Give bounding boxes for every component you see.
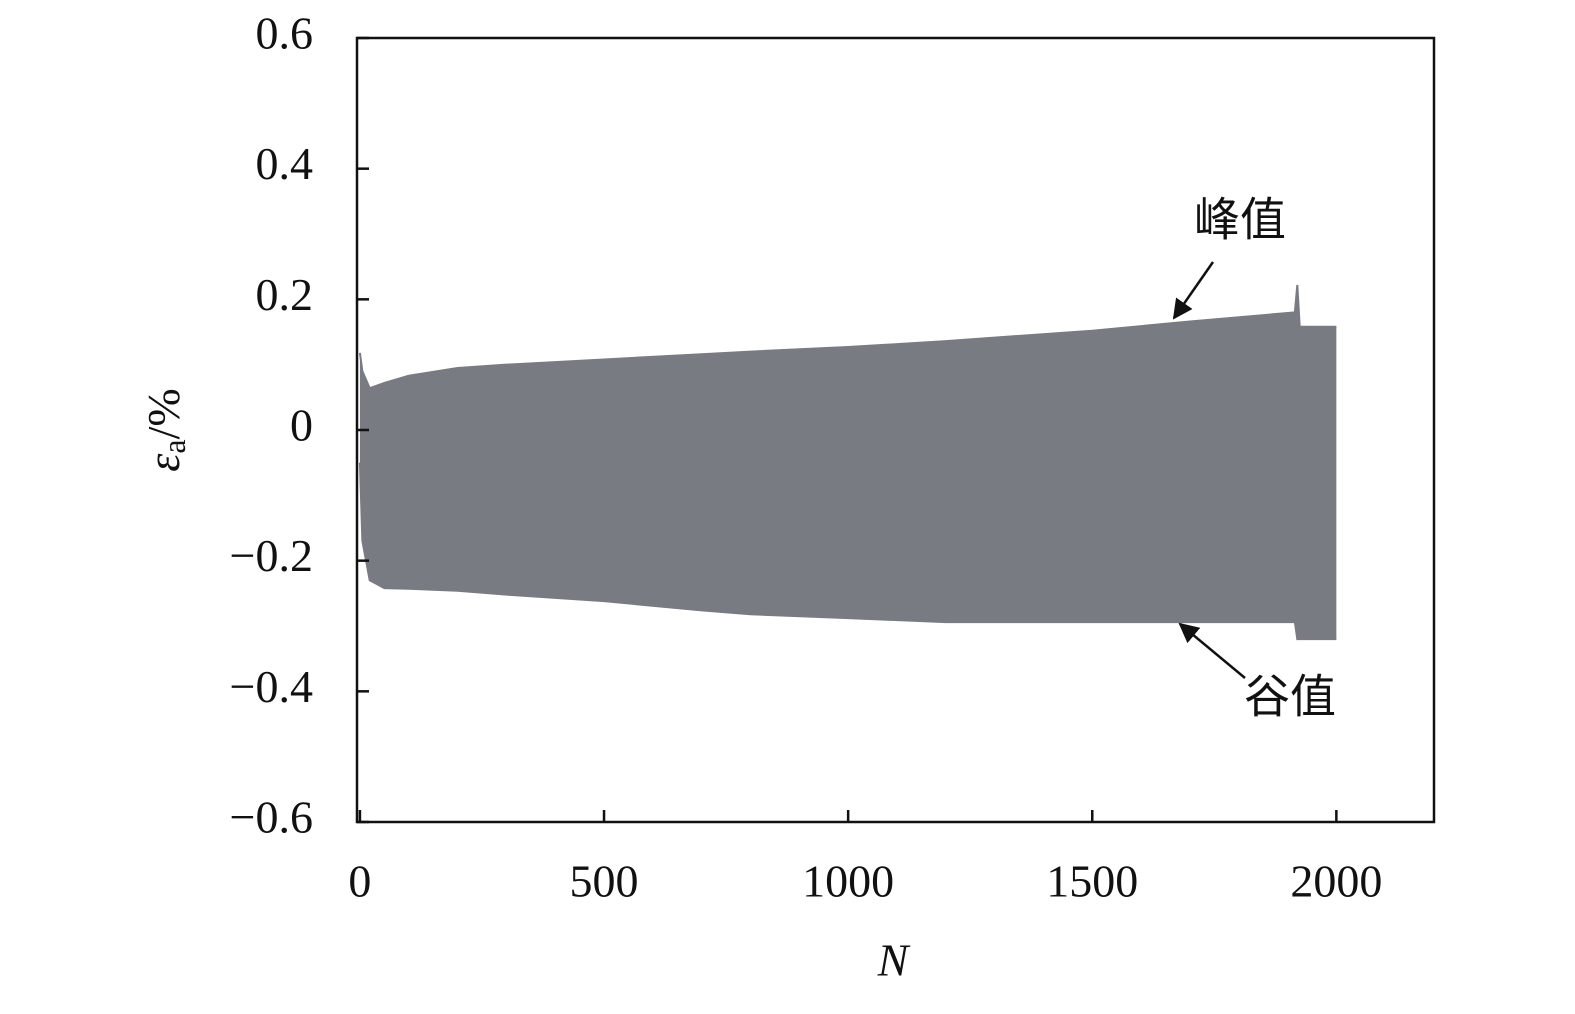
y-tick-label: 0.6 xyxy=(256,8,314,59)
y-label-subscript: a xyxy=(156,439,192,453)
annotation-arrow xyxy=(1172,261,1215,320)
y-axis-label-text: εa/% xyxy=(138,388,193,471)
x-tick-label: 1500 xyxy=(1046,856,1138,907)
y-tick-label: 0.2 xyxy=(256,269,314,320)
y-tick-label: 0 xyxy=(290,400,313,451)
peak-line xyxy=(358,284,1337,390)
annotation-valley: 谷值 xyxy=(1244,672,1336,723)
x-tick-label: 1000 xyxy=(802,856,894,907)
valley-line xyxy=(358,462,1337,641)
y-tick-label: −0.2 xyxy=(230,530,313,581)
y-tick-label: −0.6 xyxy=(230,792,313,843)
y-label-unit: /% xyxy=(138,388,189,439)
y-tick-label: −0.4 xyxy=(230,661,313,712)
band-area xyxy=(359,284,1337,640)
x-tick-label: 2000 xyxy=(1290,856,1382,907)
x-axis-label: N xyxy=(877,935,911,986)
y-axis-label: εa/% xyxy=(138,388,193,471)
y-tick-label: 0.4 xyxy=(256,138,314,189)
annotation-peak: 峰值 xyxy=(1194,195,1286,246)
x-tick-label: 0 xyxy=(348,856,371,907)
x-tick-label: 500 xyxy=(570,856,639,907)
y-label-symbol: ε xyxy=(138,453,189,472)
annotation-arrow xyxy=(1178,622,1246,679)
